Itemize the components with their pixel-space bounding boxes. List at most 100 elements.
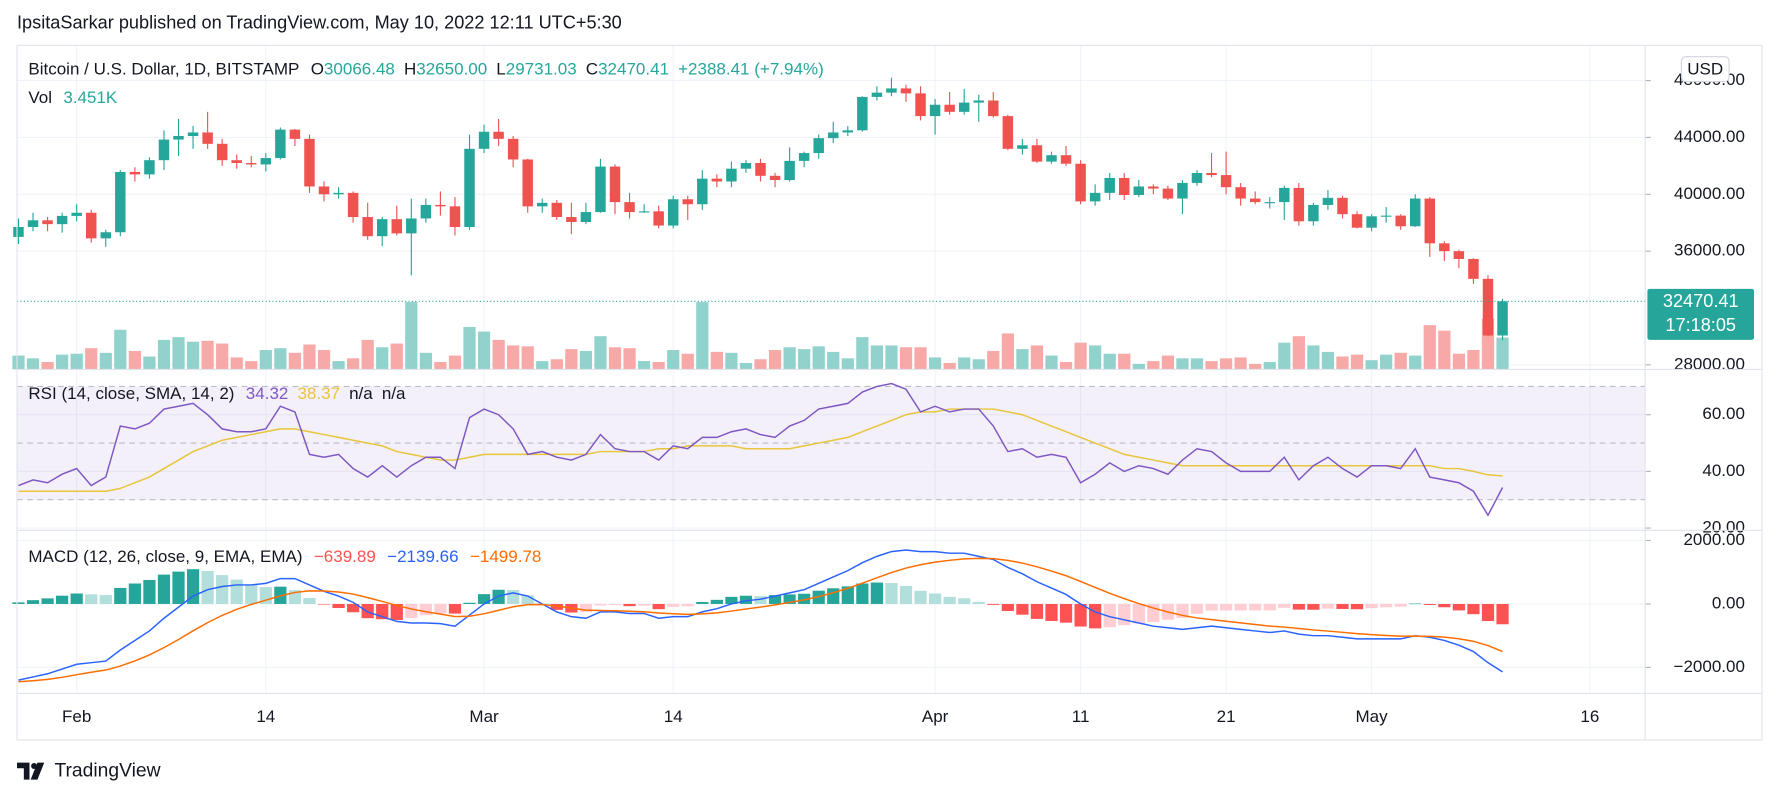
candle-body xyxy=(173,136,184,140)
candle-body xyxy=(740,163,752,169)
candle-body xyxy=(1395,215,1406,227)
volume-bar xyxy=(1307,345,1320,370)
candle-body xyxy=(1351,214,1363,228)
indicator-line xyxy=(18,382,1504,517)
histogram-bar xyxy=(216,575,229,604)
histogram-bar xyxy=(448,603,462,614)
candle-body xyxy=(304,138,315,187)
histogram-bar xyxy=(1423,603,1436,605)
candle-body xyxy=(420,204,432,219)
histogram-bar xyxy=(332,603,345,608)
y-tick-label: 44000.00 xyxy=(1674,127,1745,146)
volume-bar xyxy=(303,344,316,370)
x-tick-label: 14 xyxy=(256,707,275,726)
candle-body xyxy=(1235,187,1246,199)
volume-bar xyxy=(1103,353,1116,370)
volume-bar xyxy=(725,352,738,370)
candle-body xyxy=(653,211,664,226)
currency-label: USD xyxy=(1687,60,1723,79)
legend-text: 32470.41 xyxy=(598,60,669,79)
candle-body xyxy=(667,199,679,226)
candle-body xyxy=(1453,251,1465,259)
candle-body xyxy=(246,163,257,165)
histogram-bar xyxy=(1307,603,1320,610)
candle-body xyxy=(56,215,68,225)
volume-bar xyxy=(1074,342,1087,370)
legend-text: +2388.41 (+7.94%) xyxy=(678,60,824,79)
histogram-bar xyxy=(768,595,782,604)
candle-body xyxy=(376,219,388,237)
volume-bar xyxy=(12,355,25,370)
volume-bar xyxy=(1045,355,1058,370)
volume-bar xyxy=(739,362,753,370)
volume-bar xyxy=(943,362,956,370)
candle-body xyxy=(1060,155,1072,164)
volume-bar xyxy=(1118,353,1131,370)
volume-bar xyxy=(958,357,971,370)
histogram-bar xyxy=(1380,603,1393,608)
legend-text: Vol xyxy=(28,88,52,107)
volume-bar xyxy=(245,361,258,370)
volume-bar xyxy=(172,337,185,370)
volume-bar xyxy=(1030,345,1044,370)
volume-bar xyxy=(70,353,83,370)
volume-bar xyxy=(1496,337,1509,370)
volume-bar xyxy=(550,359,563,370)
candle-body xyxy=(1162,188,1174,199)
histogram-bar xyxy=(405,603,418,619)
y-tick-label: 20.00 xyxy=(1702,518,1745,537)
x-tick-label: 11 xyxy=(1072,707,1090,726)
legend-text: n/a xyxy=(349,384,373,403)
candle-body xyxy=(289,129,301,139)
legend-text: H xyxy=(404,60,416,79)
histogram-bar xyxy=(783,594,796,604)
volume-bar xyxy=(1089,345,1102,370)
candle-body xyxy=(1308,204,1319,222)
volume-bar xyxy=(1001,333,1014,370)
histogram-bar xyxy=(157,574,171,604)
volume-bar xyxy=(332,361,345,370)
volume-bar xyxy=(1292,336,1305,370)
histogram-bar xyxy=(201,571,214,604)
volume-bar xyxy=(1132,363,1145,370)
histogram-bar xyxy=(1234,603,1247,611)
volume-bar xyxy=(1278,342,1291,370)
candle-body xyxy=(726,168,737,182)
volume-bar xyxy=(477,331,491,370)
candle-body xyxy=(27,220,39,227)
candle-body xyxy=(1322,197,1334,205)
histogram-bar xyxy=(739,595,753,604)
volume-bar xyxy=(56,354,69,370)
histogram-bar xyxy=(1467,603,1480,615)
candle-body xyxy=(988,100,999,117)
legend-text: −639.89 xyxy=(314,547,376,566)
histogram-bar xyxy=(1016,603,1029,615)
countdown-label: 17:18:05 xyxy=(1665,315,1736,335)
volume-bar xyxy=(1176,358,1189,370)
histogram-bar xyxy=(1205,603,1218,611)
histogram-bar xyxy=(725,596,738,604)
candle-body xyxy=(1264,202,1275,204)
histogram-bar xyxy=(637,603,651,606)
volume-bar xyxy=(812,346,825,370)
candle-body xyxy=(1133,186,1145,195)
volume-bar xyxy=(216,343,229,370)
histogram-bar xyxy=(463,602,476,604)
candle-body xyxy=(871,92,883,97)
publish-line: IpsitaSarkar published on TradingView.co… xyxy=(17,13,622,33)
volume-bar xyxy=(594,336,607,370)
histogram-bar xyxy=(928,593,942,604)
volume-bar xyxy=(434,362,447,370)
x-tick-label: 21 xyxy=(1217,707,1236,726)
histogram-bar xyxy=(958,598,971,604)
candle-body xyxy=(1337,197,1348,215)
volume-bar xyxy=(899,347,913,370)
candle-body xyxy=(318,186,330,195)
volume-bar xyxy=(1438,330,1451,370)
volume-bar xyxy=(681,353,694,370)
histogram-bar xyxy=(230,579,243,604)
candle-body xyxy=(1249,198,1261,203)
legend-text: O xyxy=(311,60,324,79)
histogram-bar xyxy=(419,603,432,616)
candle-body xyxy=(1468,258,1479,279)
